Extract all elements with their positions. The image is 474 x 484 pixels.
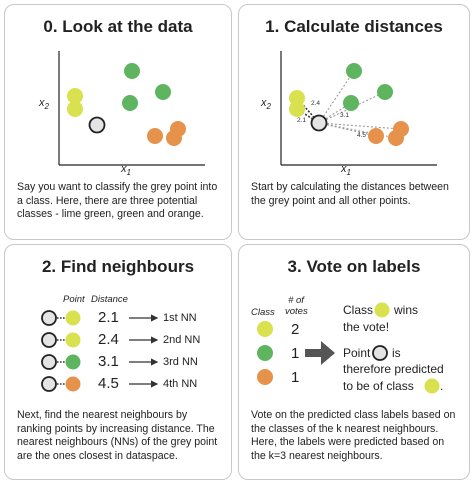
result-is-label: is [392, 346, 401, 360]
result-class-label: Class [343, 303, 374, 317]
orange-point [368, 128, 384, 144]
x-axis-label: x1 [341, 163, 351, 178]
distance-label: 2.4 [311, 100, 321, 107]
x-axis-label: x1 [121, 163, 131, 178]
panel-title: 0. Look at the data [43, 17, 193, 36]
green-point [155, 84, 171, 100]
panel-look-at-data: 0. Look at the data x2 x1 Say you want t… [4, 4, 232, 240]
grey-point [41, 310, 57, 326]
panel-find-neighbours: 2. Find neighbours Point Distance [4, 244, 232, 480]
result-vote-label: the vote! [343, 320, 390, 334]
green-point [65, 354, 81, 370]
vote-count: 1 [291, 345, 300, 362]
green-point [346, 63, 362, 79]
green-point [257, 345, 273, 361]
lime-point [289, 101, 305, 117]
panel-title: 2. Find neighbours [41, 257, 195, 276]
result-wins-label: wins [394, 303, 419, 317]
lime-point [374, 302, 390, 318]
orange-point [257, 369, 273, 385]
result-point-label: Point [343, 346, 371, 360]
lime-point [65, 310, 81, 326]
panel-title: 3. Vote on labels [287, 257, 421, 276]
rank-label: 1st NN [163, 312, 197, 324]
distance-value: 2.1 [98, 309, 119, 326]
y-axis-label: x2 [261, 97, 271, 112]
panel-calculate-distances: 1. Calculate distances [238, 4, 470, 240]
column-header-class: Class [251, 307, 275, 318]
rank-label: 4th NN [163, 378, 198, 390]
result-class-end-label: to be of class [343, 379, 414, 393]
grey-point [310, 114, 328, 132]
distance-label: 4.5 [357, 132, 367, 139]
orange-point [65, 376, 81, 392]
lime-point [424, 378, 440, 394]
rank-label: 3rd NN [163, 356, 198, 368]
vote-tally [257, 302, 440, 394]
panel-vote-on-labels: 3. Vote on labels Class # of votes 2 1 1 … [238, 244, 470, 480]
lime-point [65, 332, 81, 348]
scatter-plot [58, 51, 205, 166]
orange-point [147, 128, 163, 144]
lime-point [67, 101, 83, 117]
column-header-distance: Distance [91, 294, 128, 305]
distance-value: 2.4 [98, 331, 119, 348]
column-header-point: Point [63, 294, 85, 305]
grey-point [41, 376, 57, 392]
orange-point [388, 130, 404, 146]
panel-description: Vote on the predicted class labels based… [251, 409, 456, 462]
panel-description: Start by calculating the distances betwe… [251, 181, 449, 207]
vote-count: 1 [291, 369, 300, 386]
grey-point [41, 332, 57, 348]
panel-description: Say you want to classify the grey point … [17, 181, 218, 220]
grey-point [88, 116, 106, 134]
distance-plot [280, 51, 437, 166]
panel-title: 1. Calculate distances [265, 17, 443, 36]
distance-value: 3.1 [98, 353, 119, 370]
y-axis-label: x2 [39, 97, 49, 112]
column-header-votes: # of votes [285, 295, 308, 317]
result-predicted-label: therefore predicted [343, 362, 444, 376]
panel-description: Next, find the nearest neighbours by ran… [17, 409, 218, 462]
grey-point [372, 345, 388, 361]
result-arrow [305, 341, 335, 365]
distance-label: 3.1 [340, 112, 350, 119]
result-period: . [440, 379, 444, 393]
neighbour-ranking [41, 310, 159, 392]
vote-count: 2 [291, 321, 300, 338]
green-point [124, 63, 140, 79]
green-point [377, 84, 393, 100]
rank-label: 2nd NN [163, 334, 201, 346]
distance-label: 2.1 [297, 117, 307, 124]
lime-point [67, 88, 83, 104]
lime-point [257, 321, 273, 337]
green-point [122, 95, 138, 111]
distance-value: 4.5 [98, 375, 119, 392]
lime-point [289, 90, 305, 106]
grey-point [41, 354, 57, 370]
orange-point [166, 130, 182, 146]
green-point [343, 95, 359, 111]
